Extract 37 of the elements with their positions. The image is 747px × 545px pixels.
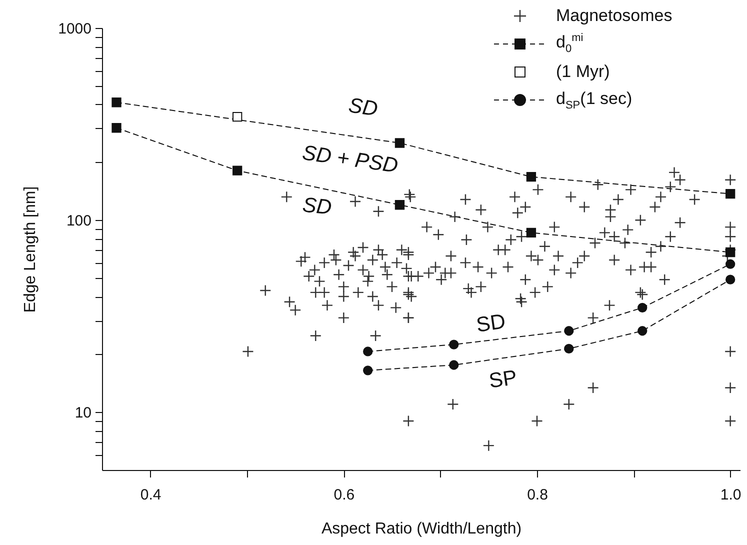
point [638, 302, 648, 312]
x-axis-title: Aspect Ratio (Width/Length) [321, 520, 522, 538]
annotation: SD [347, 94, 380, 121]
annotation: SD [301, 194, 333, 220]
legend-label: (1 Myr) [556, 62, 610, 82]
point [449, 340, 459, 350]
point [449, 360, 459, 370]
point [363, 346, 373, 356]
point [363, 366, 373, 376]
annotation: SP [487, 366, 518, 393]
point [726, 259, 736, 269]
legend-label: Magnetosomes [556, 6, 672, 26]
point [564, 344, 574, 354]
point [726, 274, 736, 284]
x-tick-label: 1.0 [720, 486, 742, 504]
point [726, 188, 736, 199]
point [638, 326, 648, 336]
x-tick-label: 0.8 [527, 486, 548, 504]
point [564, 326, 574, 336]
annotation: SD + PSD [300, 141, 400, 178]
point [112, 98, 122, 108]
point [526, 228, 536, 238]
point [112, 123, 122, 133]
y-tick-label: 1000 [58, 20, 92, 38]
annotation: SD [474, 310, 507, 337]
x-tick-label: 0.4 [140, 486, 162, 504]
y-tick-label: 100 [66, 212, 92, 230]
x-tick-label: 0.6 [334, 486, 355, 504]
point [394, 138, 405, 148]
point [232, 112, 242, 122]
y-axis-title: Edge Length [nm] [22, 186, 40, 313]
point [394, 200, 405, 210]
point [726, 247, 736, 258]
y-tick-label: 10 [74, 404, 92, 422]
point [232, 166, 242, 176]
legend-label: d$_{SP}$(1 sec) [556, 88, 632, 112]
point [526, 172, 536, 182]
